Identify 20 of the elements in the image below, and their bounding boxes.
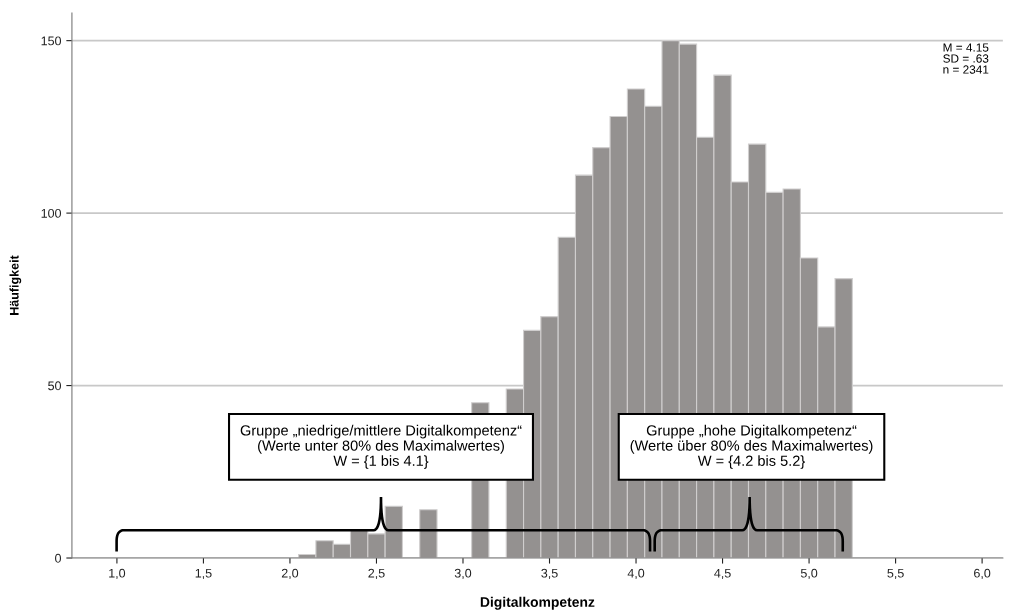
annotation: Gruppe „niedrige/mittlere Digitalkompetenz“ (Werte unter 80% des Maximalwertes) W = {1 bis 4.1} [240, 424, 522, 469]
x-tick-label: 3,0 [454, 568, 472, 580]
y-tick-label: 150 [41, 36, 62, 46]
x-tick-label: 4,0 [627, 568, 645, 580]
x-tick-label: 3,5 [541, 568, 558, 580]
y-tick-label: 50 [48, 381, 62, 391]
x-tick-label: 5,5 [887, 568, 904, 580]
y-tick-label: 100 [41, 208, 62, 218]
y-tick-label: 0 [55, 553, 62, 563]
x-tick-label: 5,0 [800, 568, 818, 580]
x-tick-label: 4,5 [714, 568, 731, 580]
annotation: M = 4.15 SD = .63 n = 2341 [943, 43, 989, 74]
y-axis-title: Häufigkeit [9, 255, 22, 315]
x-tick-label: 2,0 [281, 568, 299, 580]
x-axis-title: Digitalkompetenz [480, 596, 595, 610]
x-tick-label: 1,0 [109, 568, 126, 580]
x-tick-label: 1,5 [195, 568, 212, 580]
x-tick-label: 6,0 [974, 568, 991, 580]
annotation: Gruppe „hohe Digitalkompetenz“ (Werte über 80% des Maximalwertes) W = {4.2 bis 5.2} [630, 424, 873, 469]
x-tick-label: 2,5 [368, 568, 385, 580]
